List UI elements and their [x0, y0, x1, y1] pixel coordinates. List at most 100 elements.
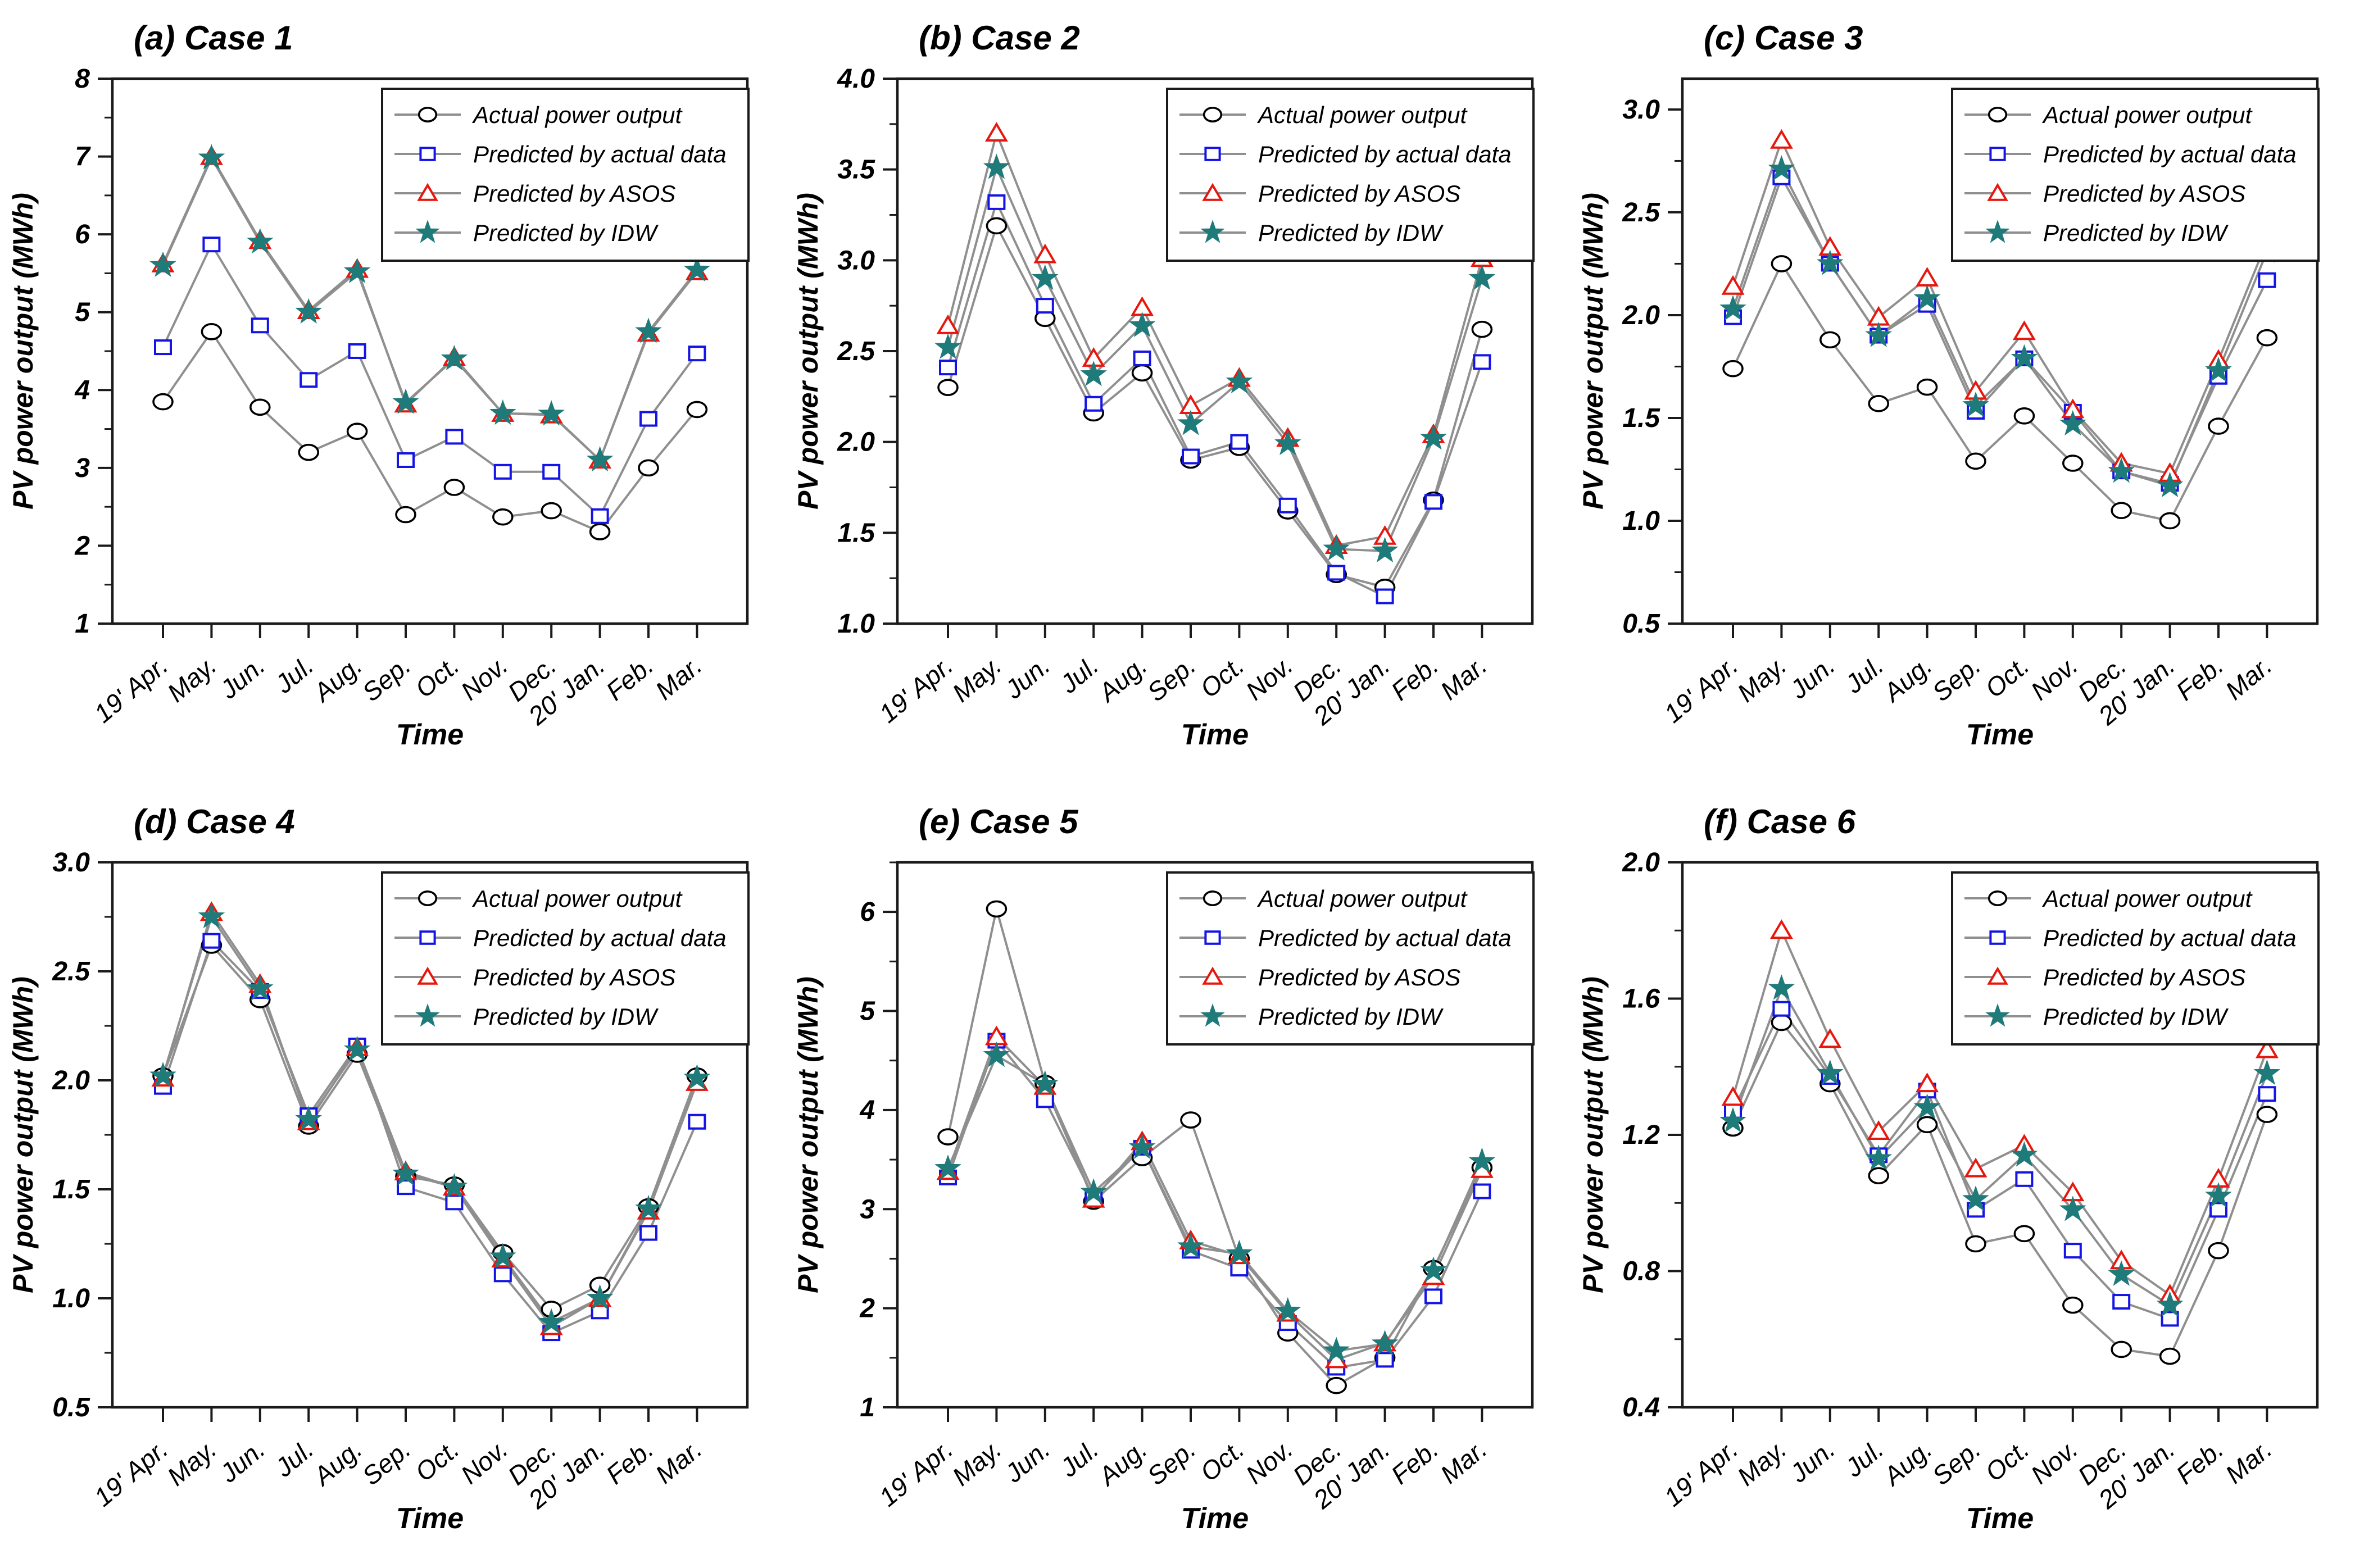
- series-pred_idw-star-marker: [1128, 311, 1156, 337]
- legend-label-pred_asos: Predicted by ASOS: [2043, 964, 2245, 990]
- series-pred_idw-star-marker: [198, 902, 225, 929]
- x-tick-label: Aug.: [307, 1434, 367, 1492]
- series-line-pred_actual: [947, 201, 1483, 598]
- y-tick-label: 1.0: [52, 1284, 90, 1314]
- x-tick-label: Jun.: [999, 651, 1055, 705]
- legend-actual-circle-marker: [418, 890, 438, 906]
- y-tick-label: 2.0: [1622, 301, 1660, 330]
- series-actual-circle-marker: [298, 443, 320, 461]
- x-tick-label: Aug.: [1877, 1434, 1937, 1492]
- x-tick-label: Aug.: [1092, 1434, 1152, 1492]
- series-pred_idw-star-marker: [1371, 1330, 1399, 1356]
- chart-case3: 0.5 1.0 1.5 2.0 2.5 3.0 19' Apr.May.Jun.Jul.Au…: [1577, 19, 2320, 751]
- y-tick-label: 2: [74, 531, 90, 561]
- series-pred_asos-triangle-marker: [1867, 1120, 1890, 1140]
- series-pred_idw-star-marker: [1865, 321, 1892, 347]
- series-pred_idw-star-marker: [586, 446, 614, 472]
- x-tick-label: 19' Apr.: [1658, 1434, 1743, 1512]
- x-tick-label: Oct.: [410, 651, 465, 703]
- series-line-pred_asos: [1732, 929, 2268, 1296]
- series-pred_idw-star-marker: [1080, 1178, 1107, 1204]
- x-tick-label: Sep.: [1142, 651, 1201, 707]
- x-tick-label: Oct.: [1195, 1434, 1250, 1487]
- legend-label-pred_idw: Predicted by IDW: [1258, 1003, 1444, 1030]
- series-pred_actual-square-marker: [445, 429, 464, 445]
- series-pred_idw-star-marker: [392, 1160, 419, 1186]
- x-tick-label: Jul.: [269, 1434, 319, 1483]
- series-actual-circle-marker: [937, 1128, 959, 1146]
- panel-title: (b) Case 2: [919, 19, 1080, 57]
- series-line-pred_idw: [1732, 987, 2268, 1307]
- legend-label-actual: Actual power output: [1256, 885, 1468, 912]
- y-tick-label: 6: [75, 220, 90, 249]
- series-pred_actual-square-marker: [493, 1266, 512, 1283]
- series-pred_actual-square-marker: [397, 452, 415, 468]
- legend-actual-circle-marker: [1203, 890, 1223, 906]
- legend-pred_asos-triangle-marker: [1202, 183, 1223, 201]
- series-pred_idw-star-marker: [247, 228, 274, 254]
- x-tick-label: 19' Apr.: [1658, 651, 1743, 729]
- x-tick-label: 19' Apr.: [88, 651, 173, 729]
- x-tick-label: Oct.: [1980, 651, 2035, 703]
- series-pred_idw-star-marker: [2011, 1141, 2038, 1167]
- x-tick-label: Nov.: [1240, 1434, 1298, 1489]
- series-line-pred_idw: [1732, 168, 2268, 487]
- x-tick-label: Nov.: [2025, 1434, 2083, 1489]
- x-tick-label: Mar.: [2220, 651, 2277, 706]
- series-line-actual: [947, 224, 1483, 589]
- series-actual-circle-marker: [1819, 331, 1841, 349]
- series-pred_idw-star-marker: [1468, 264, 1496, 290]
- series-actual-circle-marker: [2062, 1296, 2084, 1314]
- series-pred_idw-star-marker: [538, 1308, 565, 1334]
- y-tick-label: 2.5: [837, 337, 875, 366]
- series-pred_actual-square-marker: [445, 1194, 464, 1211]
- legend-label-pred_idw: Predicted by IDW: [1258, 220, 1444, 246]
- x-tick-label: Jul.: [1839, 651, 1889, 699]
- series-pred_actual-square-marker: [1036, 298, 1054, 314]
- chart-panel-case4: 0.5 1.0 1.5 2.0 2.5 3.0 19' Apr. May. Jun. Jul. Au…: [0, 784, 785, 1567]
- legend-label-actual: Actual power output: [471, 885, 683, 912]
- series-line-pred_actual: [162, 243, 698, 517]
- x-tick-label: Mar.: [2220, 1434, 2277, 1489]
- x-tick-label: Sep.: [1927, 1434, 1986, 1491]
- legend-pred_actual-square-marker: [1204, 147, 1221, 161]
- y-tick-label: 2.0: [837, 428, 875, 457]
- series-pred_asos-triangle-marker: [2012, 320, 2036, 340]
- y-tick-label: 2.0: [52, 1066, 90, 1096]
- series-pred_idw-star-marker: [2108, 457, 2135, 483]
- series-pred_idw-star-marker: [1177, 410, 1204, 435]
- x-tick-label: Feb.: [2170, 1434, 2229, 1490]
- series-actual-circle-marker: [1131, 364, 1153, 382]
- series-pred_idw-star-marker: [635, 1194, 662, 1221]
- series-pred_actual-square-marker: [639, 411, 657, 427]
- series-pred_actual-square-marker: [1772, 1001, 1791, 1017]
- series-pred_idw-star-marker: [1962, 391, 1989, 417]
- legend-pred_idw-star-marker: [1200, 220, 1225, 243]
- series-actual-circle-marker: [1471, 320, 1493, 338]
- series-pred_idw-star-marker: [683, 256, 711, 282]
- series-pred_idw-star-marker: [441, 344, 468, 371]
- series-actual-circle-marker: [937, 379, 959, 396]
- x-tick-label: Oct.: [1980, 1434, 2035, 1487]
- y-tick-label: 2.5: [1622, 198, 1660, 228]
- series-actual-circle-marker: [443, 479, 465, 496]
- legend-pred_actual-square-marker: [419, 930, 436, 945]
- series-actual-circle-marker: [2208, 417, 2229, 435]
- panel-title: (e) Case 5: [919, 803, 1079, 840]
- series-pred_idw-star-marker: [1817, 249, 1844, 275]
- series-pred_actual-square-marker: [493, 463, 512, 480]
- series-line-actual: [1732, 1021, 2268, 1358]
- series-actual-circle-marker: [2256, 1106, 2278, 1123]
- y-tick-label: 5: [860, 997, 875, 1026]
- series-actual-circle-marker: [986, 900, 1008, 918]
- legend-pred_asos-triangle-marker: [1987, 966, 2008, 985]
- panel-title: (d) Case 4: [134, 803, 295, 840]
- panel-title: (f) Case 6: [1704, 803, 1856, 840]
- x-axis-title: Time: [1181, 1502, 1249, 1535]
- legend-label-pred_actual: Predicted by actual data: [2043, 141, 2297, 167]
- series-pred_idw-star-marker: [295, 1105, 322, 1131]
- series-pred_idw-star-marker: [198, 144, 225, 170]
- series-pred_actual-square-marker: [2258, 1086, 2276, 1102]
- series-pred_actual-square-marker: [202, 237, 221, 253]
- x-tick-label: Feb.: [600, 1434, 659, 1490]
